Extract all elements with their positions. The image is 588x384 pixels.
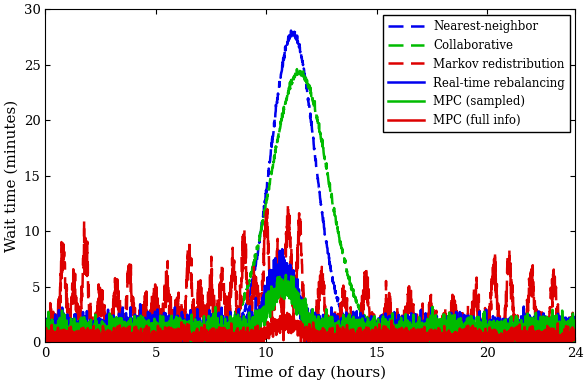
MPC (full info) — [279, 309, 286, 314]
Real-time rebalancing — [572, 331, 579, 335]
Real-time rebalancing — [47, 340, 54, 344]
Real-time rebalancing — [279, 247, 286, 252]
Line: Nearest-neighbor: Nearest-neighbor — [45, 30, 576, 342]
MPC (full info) — [42, 336, 49, 341]
MPC (sampled) — [42, 328, 49, 333]
MPC (sampled) — [480, 329, 487, 333]
Legend: Nearest-neighbor, Collaborative, Markov redistribution, Real-time rebalancing, M: Nearest-neighbor, Collaborative, Markov … — [383, 15, 570, 132]
Collaborative — [572, 336, 579, 341]
Nearest-neighbor — [42, 332, 49, 336]
Nearest-neighbor — [513, 339, 520, 344]
Markov redistribution — [572, 326, 579, 330]
MPC (sampled) — [572, 333, 579, 337]
MPC (sampled) — [43, 340, 50, 344]
Collaborative — [412, 339, 419, 344]
MPC (sampled) — [440, 325, 447, 329]
Line: MPC (sampled): MPC (sampled) — [45, 275, 576, 342]
Markov redistribution — [378, 328, 385, 332]
MPC (full info) — [412, 331, 419, 335]
Collaborative — [210, 336, 217, 341]
Nearest-neighbor — [572, 338, 579, 343]
MPC (sampled) — [412, 325, 419, 330]
MPC (sampled) — [210, 328, 217, 333]
Line: MPC (full info): MPC (full info) — [45, 311, 576, 342]
Nearest-neighbor — [378, 338, 385, 343]
Markov redistribution — [44, 340, 51, 344]
Markov redistribution — [412, 319, 419, 324]
Real-time rebalancing — [412, 312, 419, 316]
Collaborative — [293, 67, 300, 71]
Markov redistribution — [285, 202, 292, 206]
MPC (full info) — [46, 340, 54, 344]
Real-time rebalancing — [480, 338, 487, 343]
Real-time rebalancing — [210, 328, 217, 333]
Markov redistribution — [480, 326, 487, 331]
Collaborative — [42, 338, 49, 343]
Nearest-neighbor — [440, 336, 447, 341]
MPC (full info) — [412, 333, 419, 337]
Markov redistribution — [412, 323, 419, 328]
Real-time rebalancing — [440, 328, 447, 333]
Nearest-neighbor — [210, 336, 217, 341]
MPC (full info) — [440, 330, 447, 335]
Real-time rebalancing — [378, 328, 385, 332]
Nearest-neighbor — [292, 28, 299, 32]
MPC (full info) — [210, 332, 217, 337]
Collaborative — [412, 336, 419, 341]
Markov redistribution — [210, 316, 217, 320]
Line: Markov redistribution: Markov redistribution — [45, 204, 576, 342]
Nearest-neighbor — [412, 336, 419, 340]
Collaborative — [440, 336, 447, 341]
Y-axis label: Wait time (minutes): Wait time (minutes) — [4, 99, 18, 252]
Real-time rebalancing — [42, 322, 49, 327]
Markov redistribution — [440, 311, 447, 315]
Collaborative — [158, 339, 165, 344]
Collaborative — [378, 331, 385, 336]
Collaborative — [480, 338, 487, 343]
X-axis label: Time of day (hours): Time of day (hours) — [235, 366, 386, 380]
MPC (sampled) — [282, 273, 289, 277]
MPC (full info) — [378, 329, 385, 334]
MPC (full info) — [480, 336, 487, 341]
MPC (full info) — [572, 333, 579, 337]
Nearest-neighbor — [479, 339, 486, 344]
Real-time rebalancing — [412, 320, 419, 324]
MPC (sampled) — [412, 327, 419, 331]
MPC (sampled) — [378, 326, 385, 330]
Markov redistribution — [42, 316, 49, 320]
Line: Collaborative: Collaborative — [45, 69, 576, 342]
Line: Real-time rebalancing: Real-time rebalancing — [45, 249, 576, 342]
Nearest-neighbor — [412, 335, 419, 339]
